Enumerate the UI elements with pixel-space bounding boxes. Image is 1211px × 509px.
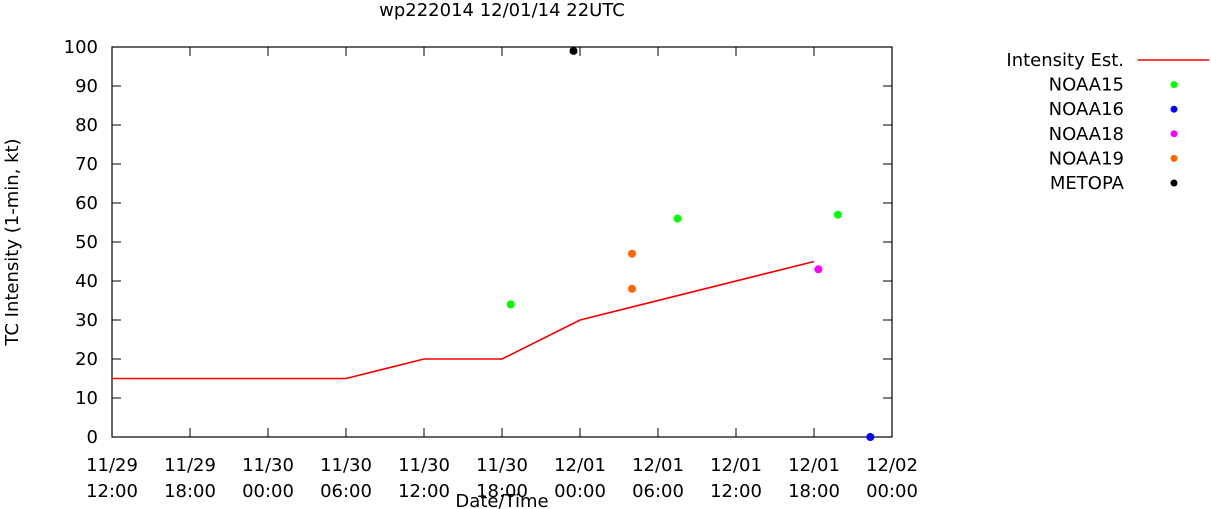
data-point-metopa [569,46,578,55]
x-tick-label-time: 00:00 [866,481,918,502]
x-axis-label: Date/Time [455,491,548,509]
series-lines [112,260,815,380]
x-tick-label-date: 12/01 [554,455,606,476]
x-tick-label-date: 11/30 [398,455,450,476]
x-tick-label-time: 12:00 [398,481,450,502]
series-line-intensity-est [112,260,815,380]
x-tick-label-time: 18:00 [788,481,840,502]
legend-label-noaa16: NOAA16 [1049,99,1124,120]
x-tick-label-date: 12/02 [866,455,918,476]
data-point-noaa15 [673,214,682,223]
x-tick-label-time: 18:00 [476,481,528,502]
x-tick-label-date: 11/29 [164,455,216,476]
x-tick-label-date: 11/30 [320,455,372,476]
y-tick-label: 70 [75,154,98,175]
data-point-noaa18 [814,265,823,274]
legend-label-noaa15: NOAA15 [1049,75,1124,96]
x-tick-label-date: 12/01 [788,455,840,476]
x-tick-label-time: 00:00 [554,481,606,502]
chart-title: wp222014 12/01/14 22UTC [379,0,625,21]
y-tick-label: 40 [75,271,98,292]
data-point-noaa15 [506,300,515,309]
x-tick-label-time: 12:00 [86,481,138,502]
x-tick-label-time: 06:00 [320,481,372,502]
y-tick-label: 20 [75,349,98,370]
legend-swatch-noaa19 [1170,154,1178,162]
legend-swatch-noaa16 [1170,105,1178,113]
data-point-noaa15 [833,210,842,219]
y-axis: 0 10 20 30 40 50 60 70 80 90 100 [64,37,892,448]
x-tick-label-date: 11/30 [242,455,294,476]
legend-label-metopa: METOPA [1050,173,1125,194]
x-tick-label-time: 06:00 [632,481,684,502]
y-tick-label: 60 [75,193,98,214]
y-tick-label: 100 [64,37,98,58]
y-tick-label: 80 [75,115,98,136]
legend: Intensity Est. NOAA15 NOAA16 NOAA18 NOAA19 ME… [1006,50,1209,194]
x-tick-label-time: 00:00 [242,481,294,502]
y-tick-label: 30 [75,310,98,331]
data-point-noaa19 [628,284,636,293]
x-tick-label-date: 11/29 [86,455,138,476]
legend-label-noaa18: NOAA18 [1049,124,1124,145]
x-tick-label-date: 12/01 [632,455,684,476]
x-tick-label-date: 12/01 [710,455,762,476]
x-tick-label-date: 11/30 [476,455,528,476]
x-tick-label-time: 12:00 [710,481,762,502]
y-tick-label: 10 [75,388,98,409]
y-axis-label: TC Intensity (1-min, kt) [2,138,23,346]
y-tick-label: 0 [87,427,98,448]
y-tick-label: 90 [75,76,98,97]
legend-swatch-noaa15 [1170,81,1178,89]
legend-label-noaa19: NOAA19 [1049,148,1124,169]
y-tick-label: 50 [75,232,98,253]
legend-label-intensity-est: Intensity Est. [1006,50,1124,71]
data-point-noaa16 [866,433,875,441]
data-point-noaa19 [628,249,636,258]
legend-swatch-noaa18 [1170,130,1178,138]
x-tick-label-time: 18:00 [164,481,216,502]
x-axis: 11/29 12:00 11/29 18:00 11/30 00:00 11/30 06:00… [86,47,918,502]
series-points [506,46,875,441]
legend-swatch-metopa [1170,179,1178,187]
